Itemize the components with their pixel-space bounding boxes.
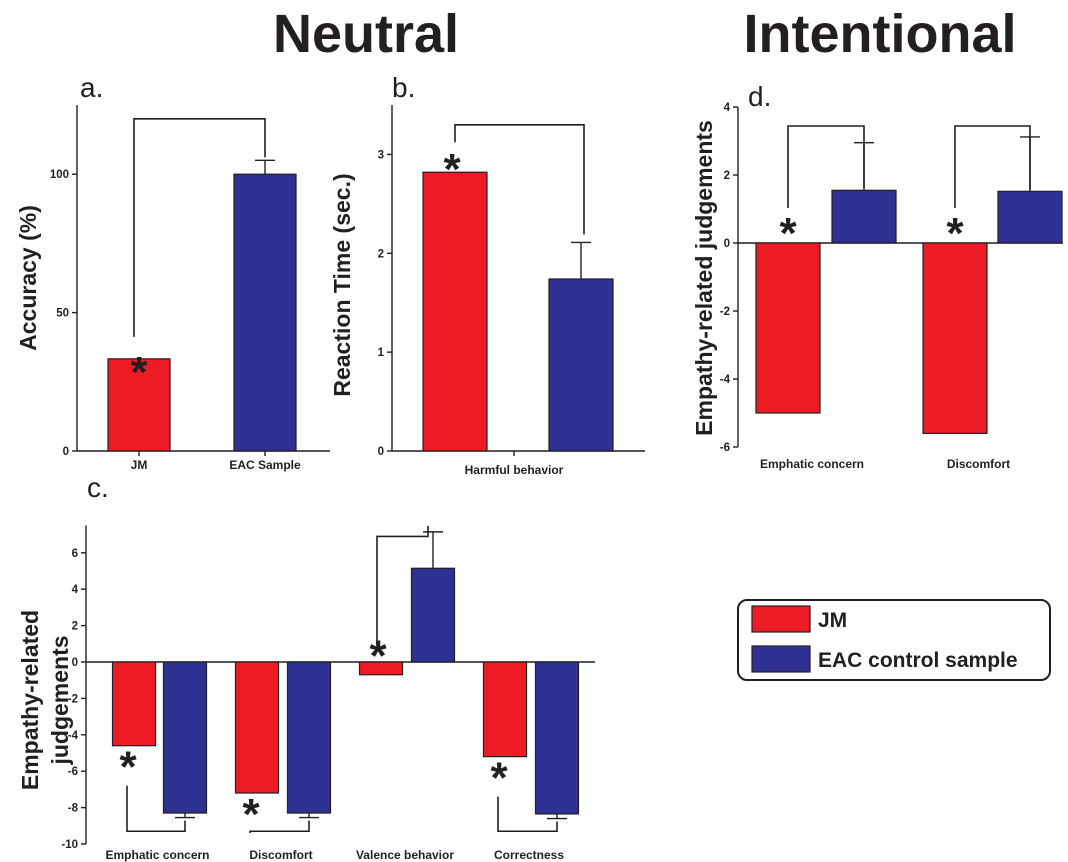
bar-c-eac [534, 661, 580, 815]
y-axis-label-a: Accuracy (%) [15, 205, 41, 351]
asterisk-d-jm: * [946, 209, 964, 258]
bar-c-jm [234, 661, 280, 794]
y-axis-label-d: Empathy-related judgements [691, 120, 717, 436]
legend-box [737, 599, 1051, 681]
d-y-tick-label: -6 [720, 442, 730, 454]
c-y-tick-label: 2 [72, 621, 78, 633]
d-y-tick-label: 0 [724, 238, 730, 250]
panel-a: a. Accuracy (%) 0 50 100 * JM EAC Sample [15, 72, 330, 472]
asterisk-c-jm: * [242, 790, 260, 839]
bar-c-jm [358, 661, 404, 676]
errorbar-c-eac [547, 813, 567, 820]
c-y-tick-label: 0 [72, 657, 78, 669]
legend-label-jm: JM [818, 609, 847, 632]
significance-bracket-c [249, 820, 310, 834]
significance-bracket-c [376, 525, 429, 643]
b-y-tick-label: 2 [378, 248, 384, 260]
c-y-tick-label: 4 [72, 584, 79, 596]
bar-b-eac [548, 278, 614, 452]
asterisk-c-jm: * [119, 743, 137, 792]
y-axis-label-c-line2: judgements [47, 635, 73, 765]
d-y-tick-label: -4 [720, 374, 731, 386]
d-category-label: Emphatic concern [760, 457, 864, 471]
bar-d-jm [922, 242, 988, 434]
heading-neutral: Neutral [273, 4, 459, 64]
asterisk-d-jm: * [779, 209, 797, 258]
panel-label-a: a. [80, 72, 103, 103]
errorbar-c-eac [175, 813, 195, 819]
significance-bracket-c [497, 796, 558, 833]
c-y-tick-label: -10 [61, 839, 78, 851]
c-y-tick-label: -4 [68, 730, 79, 742]
d-category-label: Discomfort [947, 457, 1010, 471]
significance-bracket-c [126, 785, 186, 833]
c-category-label: Discomfort [249, 848, 312, 862]
errorbar-c-eac [299, 813, 319, 819]
c-y-tick-label: -2 [68, 693, 78, 705]
b-y-tick-label: 3 [378, 149, 384, 161]
c-y-tick-label: -6 [68, 766, 78, 778]
y-axis-label-b: Reaction Time (sec.) [329, 173, 355, 396]
b-y-tick-label: 1 [378, 347, 385, 359]
panel-label-b: b. [392, 72, 415, 103]
a-category-label: JM [131, 458, 148, 472]
bar-a-eac [233, 173, 297, 452]
significance-bracket-d [954, 125, 1031, 208]
a-category-label: EAC Sample [229, 458, 301, 472]
c-category-label: Valence behavior [356, 848, 454, 862]
panel-b: b. Reaction Time (sec.) 0 1 2 3 * Harmful behav… [329, 72, 645, 477]
significance-bracket-b [454, 123, 585, 235]
c-y-tick-label: 6 [72, 548, 78, 560]
asterisk-c-jm: * [490, 754, 508, 803]
b-category-label: Harmful behavior [465, 463, 564, 477]
a-y-tick-label: 100 [50, 169, 69, 181]
c-category-label: Correctness [494, 848, 564, 862]
bar-c-eac [410, 567, 456, 663]
panel-label-d: d. [748, 81, 771, 112]
legend: JM EAC control sample [737, 599, 1051, 681]
errorbar-c-eac [423, 531, 443, 569]
y-axis-label-c-line1: Empathy-related [17, 610, 43, 790]
asterisk-b-jm: * [443, 145, 461, 194]
legend-swatch-eac [751, 645, 811, 673]
bar-c-jm [482, 661, 528, 758]
bar-d-eac [831, 189, 897, 244]
d-y-tick-label: 2 [724, 170, 730, 182]
panel-label-c: c. [87, 472, 109, 503]
bar-c-jm [111, 661, 157, 747]
panel-c: c. Empathy-related judgements -10 -8 -6 -4 -2 0 2… [17, 472, 595, 862]
significance-bracket-a [133, 118, 266, 337]
legend-swatch-jm [751, 605, 811, 633]
bar-c-eac [286, 661, 332, 814]
asterisk-a-jm: * [130, 348, 148, 397]
bar-d-eac [997, 190, 1063, 244]
d-y-tick-label: -2 [720, 306, 730, 318]
bar-b-jm [422, 171, 488, 452]
heading-intentional: Intentional [744, 4, 1017, 64]
significance-bracket-d [787, 125, 865, 208]
c-category-label: Emphatic concern [105, 848, 209, 862]
d-y-tick-label: 4 [724, 102, 731, 114]
legend-label-eac: EAC control sample [818, 649, 1018, 672]
bar-c-eac [162, 661, 208, 814]
asterisk-c-jm: * [369, 632, 387, 681]
errorbar-b-eac [571, 241, 591, 279]
b-y-tick-label: 0 [378, 446, 384, 458]
c-y-tick-label: -8 [68, 803, 79, 815]
bar-d-jm [755, 242, 821, 414]
errorbar-a-eac [255, 159, 275, 175]
a-y-tick-label: 50 [56, 308, 69, 320]
bar-a-jm [107, 358, 171, 452]
a-y-tick-label: 0 [63, 446, 69, 458]
panel-d: d. Empathy-related judgements-6 -4 -2 0 2 4 * Em… [691, 81, 1063, 471]
